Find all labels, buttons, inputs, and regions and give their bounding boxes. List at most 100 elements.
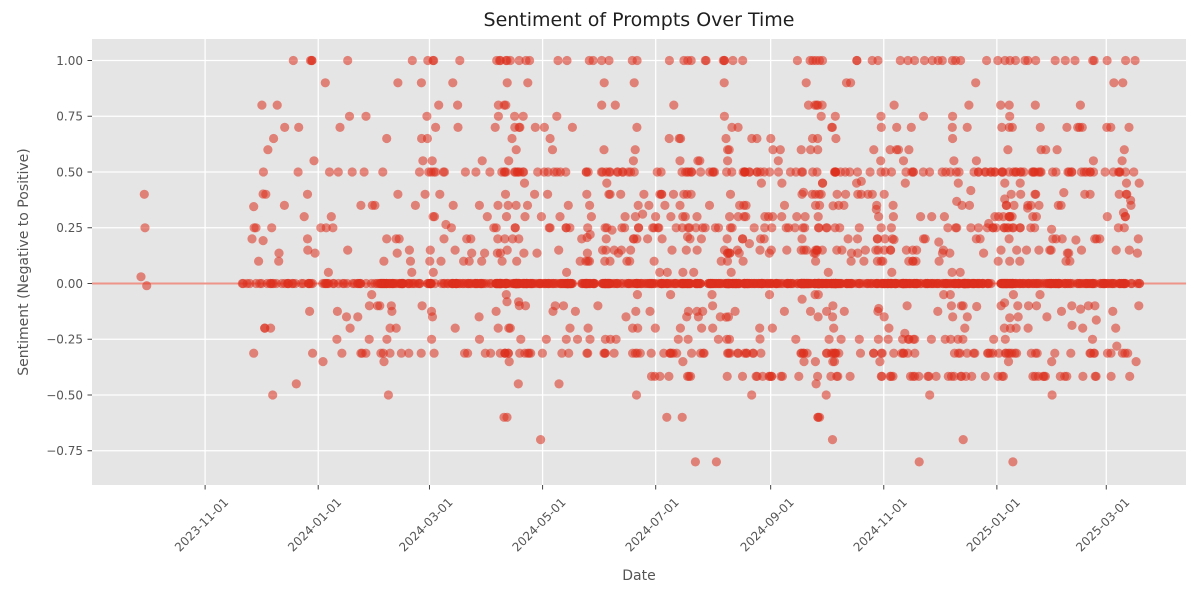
scatter-point bbox=[500, 348, 510, 358]
x-tick-label: 2024-09-01 bbox=[738, 495, 797, 554]
scatter-point bbox=[611, 334, 621, 344]
scatter-point bbox=[853, 189, 863, 199]
scatter-point bbox=[583, 256, 593, 266]
scatter-point bbox=[639, 189, 649, 199]
scatter-point bbox=[502, 297, 512, 307]
scatter-point bbox=[474, 200, 484, 210]
scatter-point bbox=[251, 278, 261, 289]
scatter-point bbox=[1055, 371, 1065, 381]
scatter-point bbox=[620, 212, 630, 222]
scatter-point bbox=[741, 212, 751, 222]
scatter-point bbox=[1061, 278, 1071, 289]
scatter-point bbox=[675, 200, 685, 210]
scatter-point bbox=[1045, 278, 1055, 289]
scatter-point bbox=[1031, 212, 1041, 222]
scatter-point bbox=[599, 145, 609, 155]
scatter-point bbox=[466, 234, 476, 244]
scatter-point bbox=[1038, 371, 1048, 381]
scatter-point bbox=[811, 379, 821, 389]
scatter-point bbox=[692, 212, 702, 222]
scatter-point bbox=[947, 122, 957, 132]
scatter-point bbox=[644, 278, 655, 289]
scatter-point bbox=[572, 334, 583, 344]
scatter-point bbox=[822, 306, 832, 316]
scatter-point bbox=[683, 334, 693, 344]
scatter-point bbox=[926, 334, 937, 344]
scatter-point bbox=[622, 256, 632, 266]
scatter-point bbox=[453, 100, 463, 110]
scatter-point bbox=[876, 111, 886, 121]
scatter-point bbox=[394, 234, 404, 244]
scatter-point bbox=[422, 133, 432, 144]
scatter-point bbox=[656, 278, 666, 289]
scatter-point bbox=[996, 301, 1006, 311]
scatter-point bbox=[350, 278, 360, 289]
scatter-point bbox=[828, 301, 838, 311]
scatter-point bbox=[747, 390, 757, 400]
scatter-point bbox=[649, 256, 659, 266]
scatter-point bbox=[450, 323, 460, 333]
scatter-point bbox=[832, 189, 842, 199]
scatter-point bbox=[584, 55, 594, 66]
scatter-point bbox=[645, 306, 655, 316]
scatter-point bbox=[486, 278, 497, 289]
scatter-point bbox=[752, 133, 762, 144]
scatter-point bbox=[646, 348, 656, 358]
scatter-point bbox=[1052, 145, 1062, 155]
scatter-point bbox=[876, 156, 886, 166]
scatter-point bbox=[852, 234, 863, 244]
scatter-point bbox=[341, 312, 352, 322]
scatter-point bbox=[879, 312, 889, 322]
scatter-point bbox=[955, 267, 965, 277]
scatter-point bbox=[669, 100, 679, 110]
scatter-point bbox=[1056, 200, 1066, 210]
scatter-point bbox=[902, 301, 912, 311]
scatter-point bbox=[427, 156, 437, 166]
scatter-point bbox=[427, 312, 438, 322]
scatter-point bbox=[779, 306, 790, 316]
scatter-point bbox=[908, 245, 918, 255]
scatter-point bbox=[815, 412, 825, 422]
scatter-point bbox=[740, 348, 750, 358]
scatter-point bbox=[699, 348, 709, 358]
scatter-point bbox=[628, 234, 639, 244]
scatter-point bbox=[626, 167, 636, 177]
scatter-point bbox=[302, 234, 313, 244]
scatter-point bbox=[797, 189, 807, 199]
scatter-point bbox=[662, 412, 672, 422]
scatter-point bbox=[541, 334, 551, 344]
scatter-point bbox=[1119, 145, 1129, 155]
scatter-point bbox=[984, 278, 994, 289]
scatter-point bbox=[1070, 55, 1080, 66]
scatter-point bbox=[364, 301, 374, 311]
scatter-point bbox=[872, 234, 883, 244]
scatter-point bbox=[689, 267, 699, 277]
scatter-point bbox=[630, 145, 640, 155]
scatter-point bbox=[869, 348, 879, 358]
scatter-point bbox=[683, 55, 693, 66]
scatter-point bbox=[1005, 256, 1015, 266]
scatter-point bbox=[493, 200, 503, 210]
scatter-point bbox=[436, 278, 447, 289]
scatter-point bbox=[1050, 348, 1060, 358]
scatter-point bbox=[339, 278, 349, 289]
scatter-point bbox=[1000, 348, 1010, 358]
scatter-point bbox=[467, 248, 477, 258]
scatter-point bbox=[1046, 245, 1056, 255]
scatter-point bbox=[493, 234, 503, 244]
scatter-point bbox=[1078, 371, 1088, 381]
scatter-point bbox=[324, 167, 335, 177]
scatter-point bbox=[632, 122, 642, 132]
scatter-point bbox=[800, 223, 810, 233]
scatter-point bbox=[924, 371, 934, 381]
scatter-point bbox=[682, 312, 692, 322]
scatter-point bbox=[552, 167, 562, 177]
scatter-point bbox=[888, 212, 899, 222]
scatter-point bbox=[1048, 167, 1058, 177]
scatter-point bbox=[1066, 348, 1076, 358]
scatter-point bbox=[958, 301, 968, 311]
scatter-point bbox=[766, 133, 776, 144]
scatter-point bbox=[500, 189, 511, 199]
y-tick-label: 0.75 bbox=[56, 110, 83, 124]
scatter-point bbox=[644, 200, 654, 210]
